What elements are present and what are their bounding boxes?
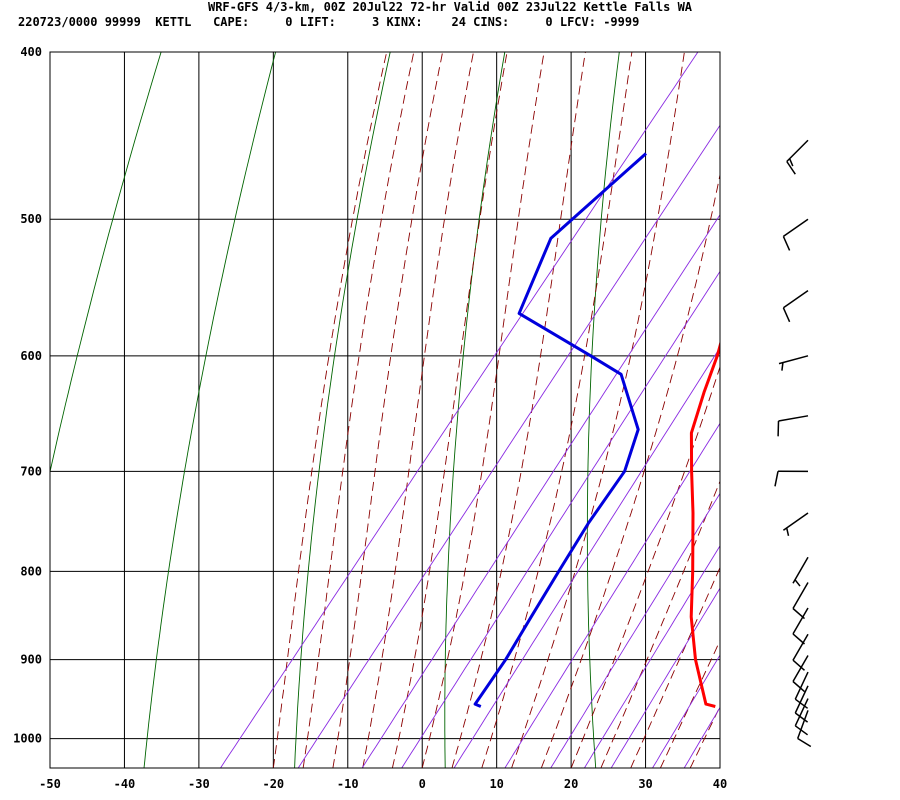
wind-barb	[782, 290, 809, 323]
temperature-tick-label: -50	[39, 777, 61, 791]
temperature-tick-label: -30	[188, 777, 210, 791]
moist-adiabat	[272, 52, 388, 768]
moist-adiabat	[421, 52, 545, 768]
mixing-ratio-line	[453, 346, 720, 768]
mixing-ratio-line	[504, 422, 720, 768]
moist-adiabat	[570, 365, 720, 768]
mixing-ratio-line	[361, 213, 720, 768]
moist-adiabat	[451, 52, 586, 768]
dry-adiabat	[294, 52, 391, 768]
moist-adiabat	[362, 52, 474, 768]
temperature-tick-label: 10	[489, 777, 503, 791]
wind-barb	[794, 698, 809, 736]
mixing-ratio-line	[401, 270, 720, 768]
mixing-ratio-line	[652, 654, 720, 768]
wind-barb	[778, 355, 809, 371]
wind-barb	[774, 470, 809, 487]
moist-adiabat	[391, 52, 508, 768]
moist-adiabat	[481, 52, 633, 768]
temperature-profile-line	[689, 340, 720, 708]
moist-adiabat	[659, 639, 720, 768]
wind-barb	[786, 139, 809, 175]
mixing-ratio-line	[584, 545, 720, 768]
temperature-tick-label: -10	[337, 777, 359, 791]
pressure-tick-label: 1000	[13, 732, 42, 746]
wind-barb	[794, 685, 809, 723]
moist-adiabat	[719, 766, 720, 768]
wind-barbs	[774, 139, 812, 748]
plot-lines	[50, 52, 897, 768]
moist-adiabat	[332, 52, 444, 768]
temperature-tick-label: 0	[419, 777, 426, 791]
wind-barb	[794, 671, 809, 709]
temperature-tick-label: -20	[262, 777, 284, 791]
pressure-tick-label: 700	[20, 464, 42, 478]
sounding-stats: 220723/0000 99999 KETTL CAPE: 0 LIFT: 3 …	[18, 15, 640, 29]
dry-adiabat	[721, 52, 747, 768]
wind-barb	[792, 582, 809, 620]
pressure-tick-label: 600	[20, 349, 42, 363]
moist-adiabat	[630, 566, 720, 768]
moist-adiabat	[511, 52, 685, 768]
axis-ticks: 400 500 600 700 800 900 1000 -50 -40 -30 -20 -10 0 10…	[13, 45, 727, 791]
dry-adiabat	[444, 52, 506, 768]
wind-barb	[792, 607, 809, 645]
wind-barb	[782, 218, 809, 251]
moist-adiabat	[689, 705, 720, 768]
wind-barb	[792, 633, 809, 671]
profiles	[473, 152, 720, 708]
mixing-ratio-line	[550, 492, 720, 768]
moist-adiabat	[302, 52, 415, 768]
dry-adiabat	[143, 52, 277, 768]
wind-barb	[777, 415, 809, 437]
pressure-tick-label: 900	[20, 653, 42, 667]
temperature-tick-label: 40	[713, 777, 727, 791]
plot-frame	[49, 51, 721, 769]
dewpoint-profile-line	[473, 152, 647, 708]
pressure-tick-label: 500	[20, 212, 42, 226]
dry-adiabat	[586, 52, 620, 768]
wind-barb	[792, 655, 809, 693]
pressure-tick-label: 400	[20, 45, 42, 59]
wind-barb	[796, 710, 812, 748]
mixing-ratio-line	[220, 52, 699, 768]
dry-adiabat	[50, 52, 162, 474]
dry-adiabat	[845, 52, 897, 768]
chart-title: WRF-GFS 4/3-km, 00Z 20Jul22 72-hr Valid …	[207, 0, 693, 14]
moist-adiabat	[540, 172, 720, 768]
mixing-ratio-line	[297, 124, 720, 768]
mixing-ratio-line	[610, 587, 720, 768]
moist-adiabat	[600, 480, 720, 768]
temperature-tick-label: 20	[564, 777, 578, 791]
temperature-tick-label: 30	[638, 777, 652, 791]
pressure-tick-label: 800	[20, 564, 42, 578]
wind-barb	[782, 512, 809, 536]
wind-barb	[792, 556, 809, 587]
temperature-tick-label: -40	[114, 777, 136, 791]
